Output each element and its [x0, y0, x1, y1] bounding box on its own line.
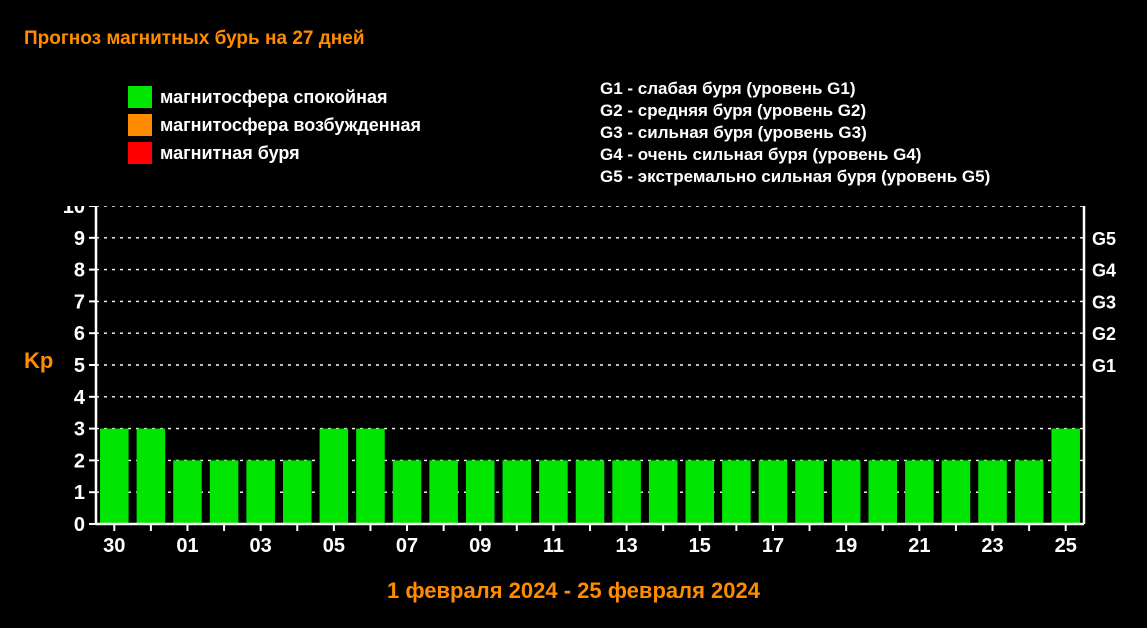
- kp-bar-chart: 012345678910G1G2G3G4G5300103050709111315…: [60, 206, 1120, 566]
- legend-item: магнитная буря: [128, 140, 421, 166]
- bar: [686, 460, 715, 524]
- x-tick-label: 30: [103, 535, 125, 557]
- x-tick-label: 21: [908, 535, 930, 557]
- bar: [503, 460, 532, 524]
- bar: [356, 429, 385, 524]
- g-tick-label: G3: [1092, 292, 1116, 312]
- y-tick-label: 1: [74, 482, 85, 504]
- y-tick-label: 9: [74, 228, 85, 250]
- x-tick-label: 11: [543, 535, 564, 557]
- bar: [393, 460, 422, 524]
- legend-label: магнитная буря: [160, 140, 300, 166]
- y-tick-label: 4: [74, 387, 86, 409]
- bar: [210, 460, 239, 524]
- x-tick-label: 03: [250, 535, 272, 557]
- bar: [868, 460, 897, 524]
- bar: [137, 429, 166, 524]
- bar: [1015, 460, 1044, 524]
- bar: [173, 460, 202, 524]
- legend-item: магнитосфера спокойная: [128, 84, 421, 110]
- y-tick-label: 6: [74, 323, 85, 345]
- x-tick-label: 07: [396, 535, 418, 557]
- bar: [246, 460, 275, 524]
- bar: [466, 460, 495, 524]
- bar: [1051, 429, 1080, 524]
- legend-g-levels: G1 - слабая буря (уровень G1)G2 - средня…: [600, 78, 990, 188]
- bar: [649, 460, 678, 524]
- y-axis-label: Kp: [24, 348, 53, 374]
- x-tick-label: 09: [469, 535, 491, 557]
- g-tick-label: G1: [1092, 356, 1116, 376]
- y-tick-label: 2: [74, 450, 85, 472]
- bar: [539, 460, 568, 524]
- g-tick-label: G2: [1092, 324, 1116, 344]
- bar: [576, 460, 605, 524]
- y-tick-label: 10: [63, 206, 85, 218]
- x-tick-label: 23: [981, 535, 1003, 557]
- bar: [283, 460, 312, 524]
- legend-swatch: [128, 86, 152, 108]
- g-level-label: G5 - экстремально сильная буря (уровень …: [600, 166, 990, 188]
- x-date-range-label: 1 февраля 2024 - 25 февраля 2024: [0, 578, 1147, 604]
- legend-swatch: [128, 142, 152, 164]
- x-tick-label: 05: [323, 535, 345, 557]
- g-level-label: G2 - средняя буря (уровень G2): [600, 100, 990, 122]
- x-tick-label: 25: [1055, 535, 1077, 557]
- x-tick-label: 19: [835, 535, 857, 557]
- x-tick-label: 01: [176, 535, 198, 557]
- legend-label: магнитосфера возбужденная: [160, 112, 421, 138]
- bar: [100, 429, 129, 524]
- g-level-label: G4 - очень сильная буря (уровень G4): [600, 144, 990, 166]
- page: Прогноз магнитных бурь на 27 дней магнит…: [0, 0, 1147, 628]
- g-level-label: G1 - слабая буря (уровень G1): [600, 78, 990, 100]
- legend-label: магнитосфера спокойная: [160, 84, 388, 110]
- bar: [429, 460, 458, 524]
- y-tick-label: 0: [74, 514, 85, 536]
- page-title: Прогноз магнитных бурь на 27 дней: [24, 28, 365, 50]
- bar: [942, 460, 971, 524]
- y-tick-label: 7: [74, 291, 85, 313]
- bar: [905, 460, 934, 524]
- legend-swatch: [128, 114, 152, 136]
- g-tick-label: G4: [1092, 261, 1116, 281]
- bar: [722, 460, 751, 524]
- g-tick-label: G5: [1092, 229, 1116, 249]
- y-tick-label: 5: [74, 355, 85, 377]
- chart-svg: 012345678910G1G2G3G4G5300103050709111315…: [60, 206, 1120, 566]
- bar: [759, 460, 788, 524]
- bar: [832, 460, 861, 524]
- y-tick-label: 8: [74, 260, 85, 282]
- x-tick-label: 13: [615, 535, 637, 557]
- legend-state: магнитосфера спокойнаямагнитосфера возбу…: [128, 84, 421, 168]
- x-tick-label: 17: [762, 535, 784, 557]
- bar: [795, 460, 824, 524]
- bar: [320, 429, 349, 524]
- legend-item: магнитосфера возбужденная: [128, 112, 421, 138]
- y-tick-label: 3: [74, 419, 85, 441]
- g-level-label: G3 - сильная буря (уровень G3): [600, 122, 990, 144]
- bar: [612, 460, 641, 524]
- x-tick-label: 15: [689, 535, 711, 557]
- bar: [978, 460, 1007, 524]
